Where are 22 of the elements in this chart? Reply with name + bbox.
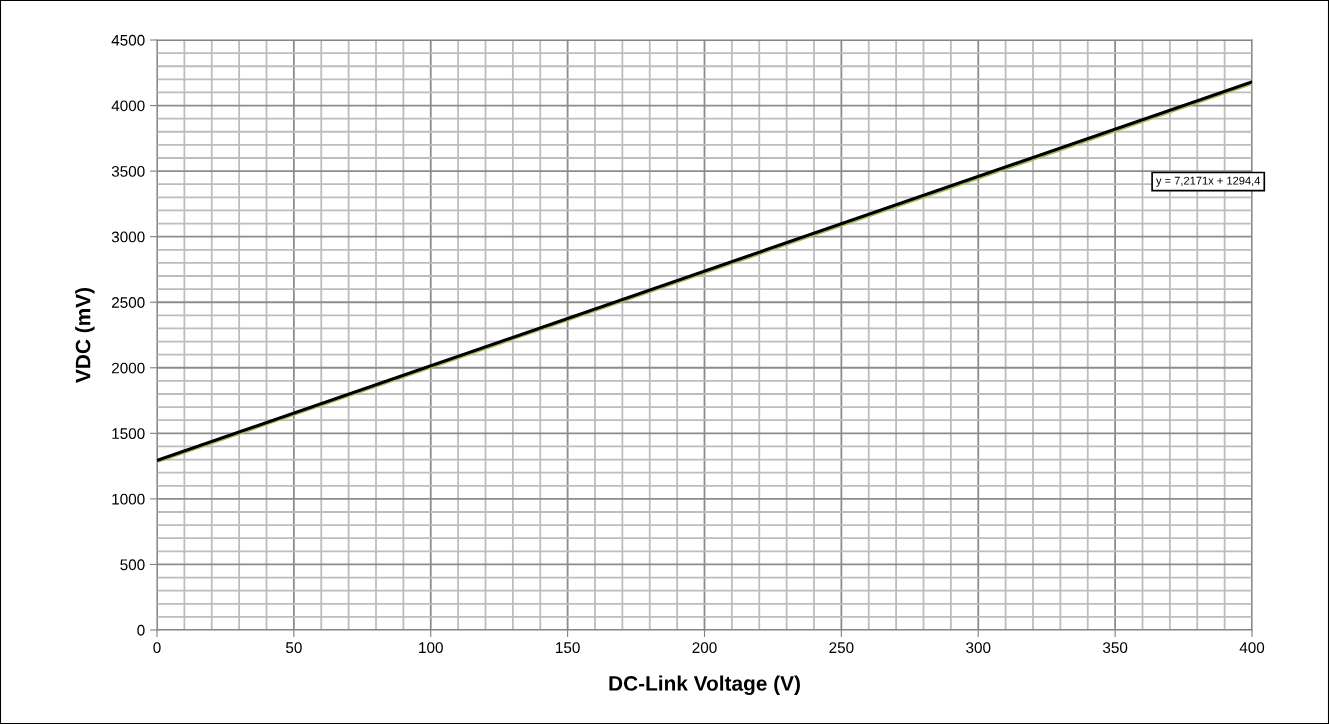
x-tick-label: 100	[419, 642, 443, 654]
x-tick-label: 300	[966, 642, 991, 654]
y-tick-label: 3500	[111, 165, 145, 177]
y-tick-label: 2500	[111, 297, 145, 308]
x-axis-title: DC-Link Voltage (V)	[609, 675, 800, 695]
y-tick-label: 2000	[111, 362, 145, 374]
x-tick-label: 200	[692, 642, 717, 654]
x-tick-label: 250	[829, 642, 854, 654]
y-tick-label: 4000	[111, 100, 145, 112]
y-tick-label: 500	[120, 559, 145, 571]
y-axis-title: VDC (mV)	[75, 288, 95, 383]
y-tick-label: 1000	[112, 493, 145, 505]
x-tick-label: 400	[1239, 642, 1265, 654]
y-tick-label: 0	[137, 624, 145, 636]
x-tick-label: 50	[285, 642, 302, 654]
y-tick-label: 1500	[112, 428, 145, 440]
annotation: y = 7,2171x + 1294,4	[1156, 176, 1261, 187]
y-tick-label: 3000	[111, 231, 145, 243]
x-tick-label: 350	[1102, 642, 1128, 654]
y-tick-label: 4500	[111, 34, 145, 46]
x-tick-label: 0	[153, 642, 161, 654]
x-tick-label: 150	[556, 642, 580, 654]
